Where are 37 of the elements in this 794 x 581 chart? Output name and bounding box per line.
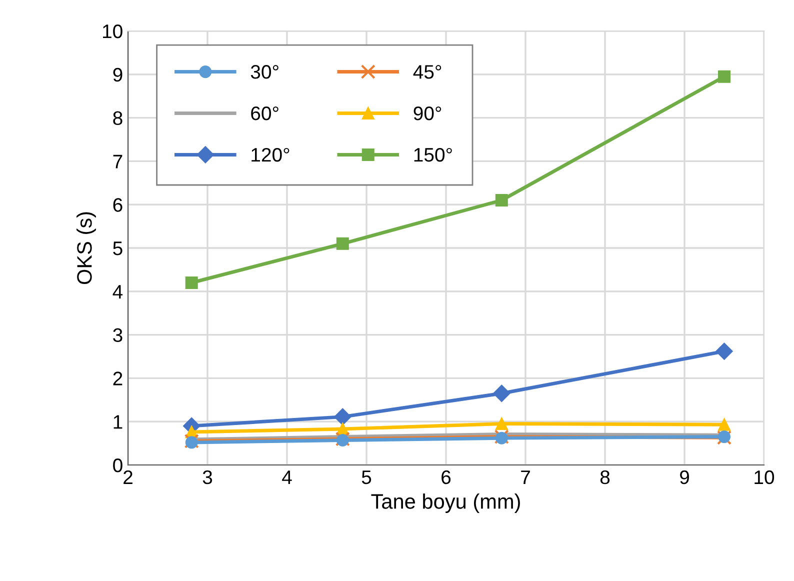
- legend-label: 60°: [251, 106, 278, 120]
- y-tick-label: 9: [113, 68, 122, 82]
- point: [718, 418, 730, 431]
- y-tick-label: 0: [113, 458, 122, 472]
- legend-label: 150°: [414, 148, 452, 162]
- y-tick-label: 10: [102, 24, 122, 38]
- point: [495, 194, 508, 207]
- y-tick-label: 1: [114, 415, 122, 429]
- point: [334, 408, 352, 426]
- point: [185, 276, 198, 289]
- legend-label: 120°: [252, 148, 290, 162]
- y-tick-label: 7: [113, 154, 122, 168]
- y-tick-label: 4: [112, 285, 123, 298]
- x-tick-label: 6: [442, 470, 451, 484]
- point: [716, 342, 733, 360]
- point: [495, 418, 508, 430]
- legend-label: 30°: [250, 65, 278, 79]
- y-axis-title: OKS (s): [76, 212, 96, 284]
- legend-label: 45°: [413, 65, 442, 79]
- legend-label: 90°: [414, 106, 442, 120]
- x-tick-label: 10: [754, 470, 774, 484]
- y-tick-label: 3: [113, 328, 122, 342]
- x-tick-label: 4: [282, 470, 292, 484]
- y-tick-label: 6: [113, 198, 122, 212]
- y-tick-label: 8: [113, 111, 122, 126]
- y-tick-label: 5: [113, 242, 122, 256]
- point: [493, 384, 510, 402]
- x-axis-title: Tane boyu (mm): [371, 494, 520, 513]
- x-tick-label: 2: [124, 470, 132, 484]
- x-tick-label: 5: [362, 470, 372, 484]
- x-tick-label: 9: [680, 470, 689, 484]
- point: [336, 237, 349, 250]
- x-tick-label: 8: [600, 470, 610, 484]
- y-tick-label: 2: [113, 372, 122, 386]
- point: [718, 70, 730, 83]
- x-tick-label: 3: [202, 470, 212, 484]
- x-tick-label: 7: [521, 470, 530, 484]
